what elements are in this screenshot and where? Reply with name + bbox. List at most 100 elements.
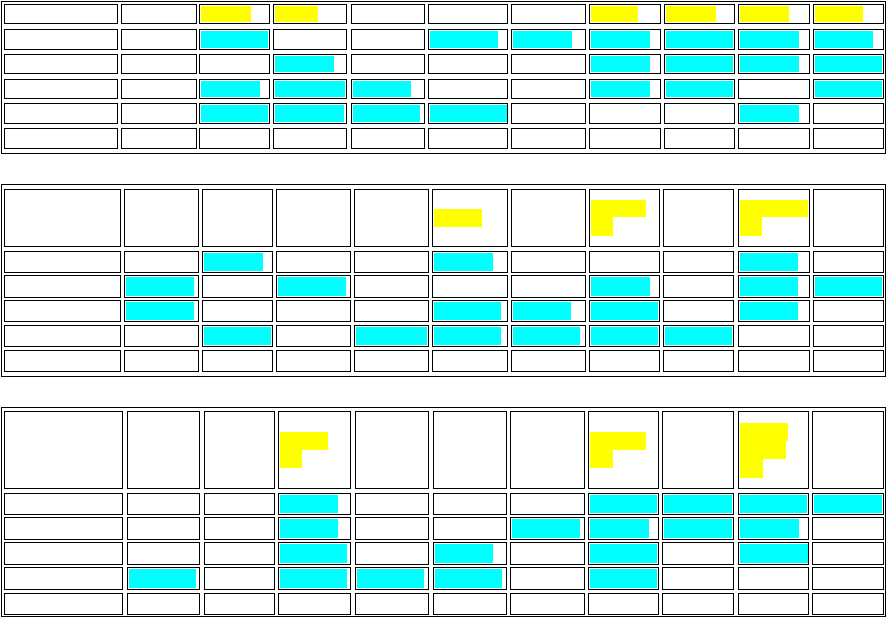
table-cell [588,411,659,489]
yellow-block [280,432,328,450]
table-cell [738,300,810,322]
cyan-block [740,105,799,122]
cyan-block [740,31,799,48]
table-cell [428,79,508,99]
table-cell [278,542,351,565]
table-cell [738,593,809,615]
cyan-block [665,327,732,345]
cyan-block [666,56,733,72]
cyan-block [513,327,580,345]
table-cell [4,350,121,372]
table-cell [124,275,199,298]
cyan-block [815,56,882,72]
table-cell [663,251,734,273]
yellow-block [591,200,646,217]
table-cell [428,103,508,124]
table-cell [511,300,586,322]
cyan-block [666,31,733,48]
table-cell [351,79,425,99]
table-cell [589,79,661,99]
table-cell [354,300,429,322]
table-cell [589,251,660,273]
table-cell [738,79,810,99]
table-cell [273,103,347,124]
table-cell [589,325,660,347]
cyan-block [740,519,799,538]
yellow-block [666,6,716,22]
cyan-block [815,81,882,97]
table-cell [511,189,586,247]
cyan-block [590,569,657,588]
cyan-block [275,56,334,72]
table-cell [124,325,199,347]
yellow-block [201,6,251,22]
cyan-block [591,56,650,72]
table-cell [4,593,123,615]
table-cell [355,542,429,565]
table-cell [278,493,351,515]
table-cell [738,29,810,50]
table-cell [433,567,507,590]
table-cell [124,251,199,273]
yellow-block [740,459,763,478]
table-cell [4,189,121,247]
table-cell [510,542,585,565]
table-cell [589,128,661,149]
cyan-block [280,495,338,513]
table-cell [121,79,197,99]
cyan-block [740,277,798,296]
table-cell [276,350,351,372]
table-cell [121,4,197,24]
table-cell [813,4,884,24]
table-cell [511,128,586,149]
table-cell [354,275,429,298]
cyan-block [740,56,799,72]
table-cell [276,275,351,298]
table-cell [4,103,118,124]
table-cell [662,567,734,590]
yellow-block [280,450,302,468]
table-cell [664,79,735,99]
table-cell [511,275,586,298]
table-cell [432,300,508,322]
table-cell [511,251,586,273]
table-cell [121,29,197,50]
table-cell [354,251,429,273]
table-cell [664,128,735,149]
table-cell [127,593,200,615]
cyan-block [512,519,580,538]
table-cell [4,517,123,540]
table-cell [355,567,429,590]
cyan-block [430,105,507,122]
table-cell [202,300,273,322]
cyan-block [590,544,657,563]
table-cell [738,325,810,347]
cyan-block [591,302,658,320]
table-cell [510,411,585,489]
table-cell [589,300,660,322]
yellow-block [740,441,786,459]
cyan-block [204,253,263,271]
cyan-block [814,495,882,513]
yellow-block [740,6,789,22]
table-cell [663,350,734,372]
yellow-block [815,6,863,22]
table-cell [351,29,425,50]
table-cell [4,4,118,24]
table-cell [589,189,660,247]
table-cell [813,128,884,149]
cyan-block [664,495,732,513]
table-cell [276,189,351,247]
table-cell [433,493,507,515]
table-cell [589,275,660,298]
cyan-block [666,81,733,97]
table-cell [511,4,586,24]
table-cell [813,350,884,372]
table-cell [738,350,810,372]
table-cell [428,128,508,149]
table-cell [664,54,735,74]
table-cell [4,567,123,590]
table-cell [124,300,199,322]
table-cell [662,493,734,515]
table-cell [662,411,734,489]
